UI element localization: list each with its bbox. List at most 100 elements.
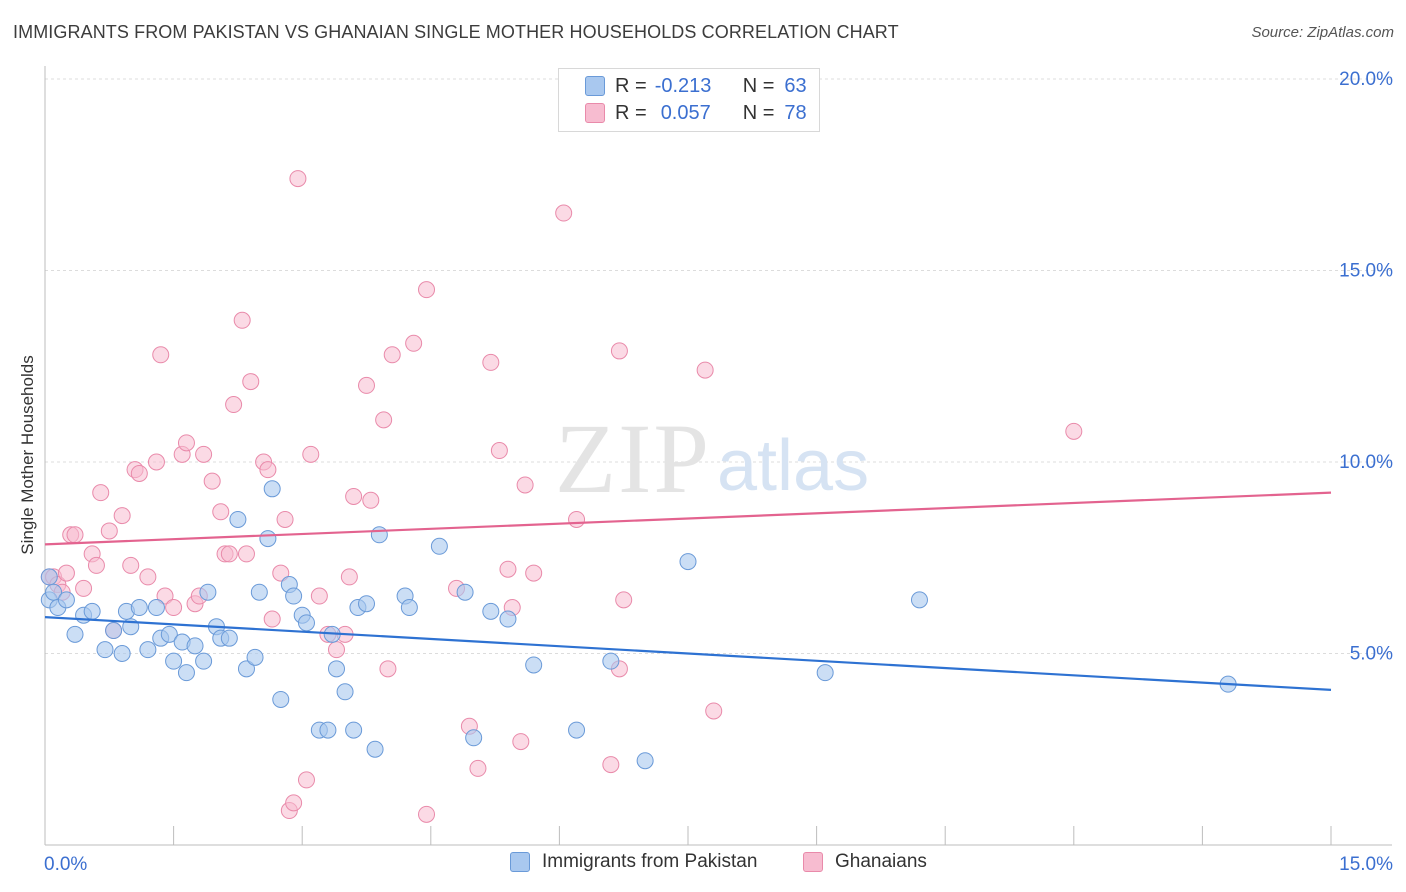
ghanaians-point <box>615 591 633 609</box>
pakistan-point <box>679 553 697 571</box>
pakistan-point <box>345 721 363 739</box>
pakistan-point <box>636 752 654 770</box>
pakistan-point <box>195 652 213 670</box>
ghanaians-point <box>272 564 290 582</box>
pakistan-point <box>147 599 165 617</box>
ghanaians-point <box>340 568 358 586</box>
y-tick-label: 5.0% <box>1350 644 1393 665</box>
ghanaians-point <box>602 756 620 774</box>
ghanaians-point <box>203 472 221 490</box>
y-tick-label: 15.0% <box>1339 261 1393 282</box>
pakistan-point <box>430 537 448 555</box>
ghanaians-point <box>212 503 230 521</box>
pakistan-point <box>113 645 131 662</box>
legend-swatch-ghanaians <box>585 103 605 123</box>
ghanaians-point <box>696 361 714 379</box>
pakistan-point <box>186 637 204 655</box>
ghanaians-point <box>289 170 307 188</box>
ghanaians-point <box>242 373 260 391</box>
pakistan-point <box>259 530 277 548</box>
pakistan-point <box>465 729 483 747</box>
pakistan-point <box>246 648 264 666</box>
legend-n-value: 63 <box>784 74 807 97</box>
ghanaians-point <box>345 487 363 505</box>
ghanaians-point <box>469 759 487 777</box>
pakistan-point <box>482 602 500 620</box>
pakistan-point <box>319 721 337 739</box>
ghanaians-point <box>516 476 534 494</box>
bottom-legend-swatch-pakistan <box>510 852 530 872</box>
ghanaians-point <box>225 396 243 414</box>
pakistan-point <box>336 683 354 701</box>
ghanaians-point <box>75 579 93 597</box>
bottom-legend-label-ghanaians: Ghanaians <box>835 851 927 872</box>
ghanaians-point <box>297 771 315 789</box>
correlation-legend: R = -0.213 N = 63 R = 0.057 N = 78 <box>558 68 820 132</box>
ghanaians-point <box>156 587 174 605</box>
ghanaians-point <box>259 461 277 479</box>
pakistan-point <box>602 652 620 670</box>
pakistan-point <box>263 480 281 498</box>
y-tick-label: 20.0% <box>1339 69 1393 90</box>
tick-labels: 5.0% 10.0% 15.0% 20.0% 0.0% 15.0% <box>44 69 1393 875</box>
pakistan-point <box>327 660 345 678</box>
legend-n-label: N = <box>742 74 775 97</box>
ghanaians-point <box>482 353 500 371</box>
ghanaians-point <box>302 445 320 463</box>
ghanaians-point <box>66 526 84 544</box>
pakistan-point <box>66 625 84 643</box>
ghanaians-point <box>327 641 345 659</box>
pakistan-point <box>456 583 474 601</box>
pakistan-point <box>177 664 195 682</box>
pakistan-point <box>400 599 418 617</box>
pakistan-point <box>57 591 75 609</box>
pakistan-point <box>40 568 58 586</box>
y-tick-label: 10.0% <box>1339 452 1393 473</box>
x-tick-label: 0.0% <box>44 854 87 875</box>
pakistan-point <box>220 629 238 647</box>
y-axis-label: Single Mother Households <box>18 355 37 555</box>
bottom-legend-swatch-ghanaians <box>803 852 823 872</box>
pakistan-point <box>910 591 928 609</box>
ghanaians-points <box>40 170 1083 823</box>
legend-swatch-pakistan <box>585 76 605 96</box>
ghanaians-point <box>379 660 397 678</box>
ghanaians-point <box>152 346 170 364</box>
ghanaians-point <box>57 564 75 582</box>
pakistan-point <box>250 583 268 601</box>
axes <box>44 66 1392 846</box>
pakistan-point <box>229 510 247 528</box>
ghanaians-point <box>310 587 328 605</box>
ghanaians-point <box>358 376 375 394</box>
ghanaians-point <box>165 599 183 617</box>
pakistan-point <box>160 625 178 643</box>
ghanaians-point <box>113 507 131 525</box>
ghanaians-point <box>100 522 118 540</box>
ghanaians-point <box>263 610 281 628</box>
legend-row-pakistan: R = -0.213 N = 63 <box>585 73 807 99</box>
ghanaians-point <box>499 560 517 578</box>
pakistan-point <box>199 583 217 601</box>
ghanaians-point <box>383 346 401 364</box>
ghanaians-point <box>147 453 165 471</box>
ghanaians-point <box>87 556 105 574</box>
trend-lines <box>44 491 1332 691</box>
pakistan-points <box>40 480 1237 770</box>
ghanaians-point <box>705 702 723 720</box>
pakistan-point <box>165 652 183 670</box>
pakistan-point <box>272 690 290 708</box>
pakistan-point <box>525 656 543 674</box>
ghanaians-point <box>92 484 110 502</box>
ghanaians-point <box>375 411 393 429</box>
pakistan-point <box>237 660 255 678</box>
ghanaians-point <box>276 510 294 528</box>
ghanaians-point <box>362 491 380 509</box>
legend-r-label: R = <box>615 74 647 97</box>
ghanaians-point <box>555 204 573 222</box>
ghanaians-point <box>285 794 303 812</box>
ghanaians-point <box>568 510 586 528</box>
legend-n-value: 78 <box>784 101 807 124</box>
pakistan-point <box>297 614 315 632</box>
pakistan-point <box>816 664 834 682</box>
